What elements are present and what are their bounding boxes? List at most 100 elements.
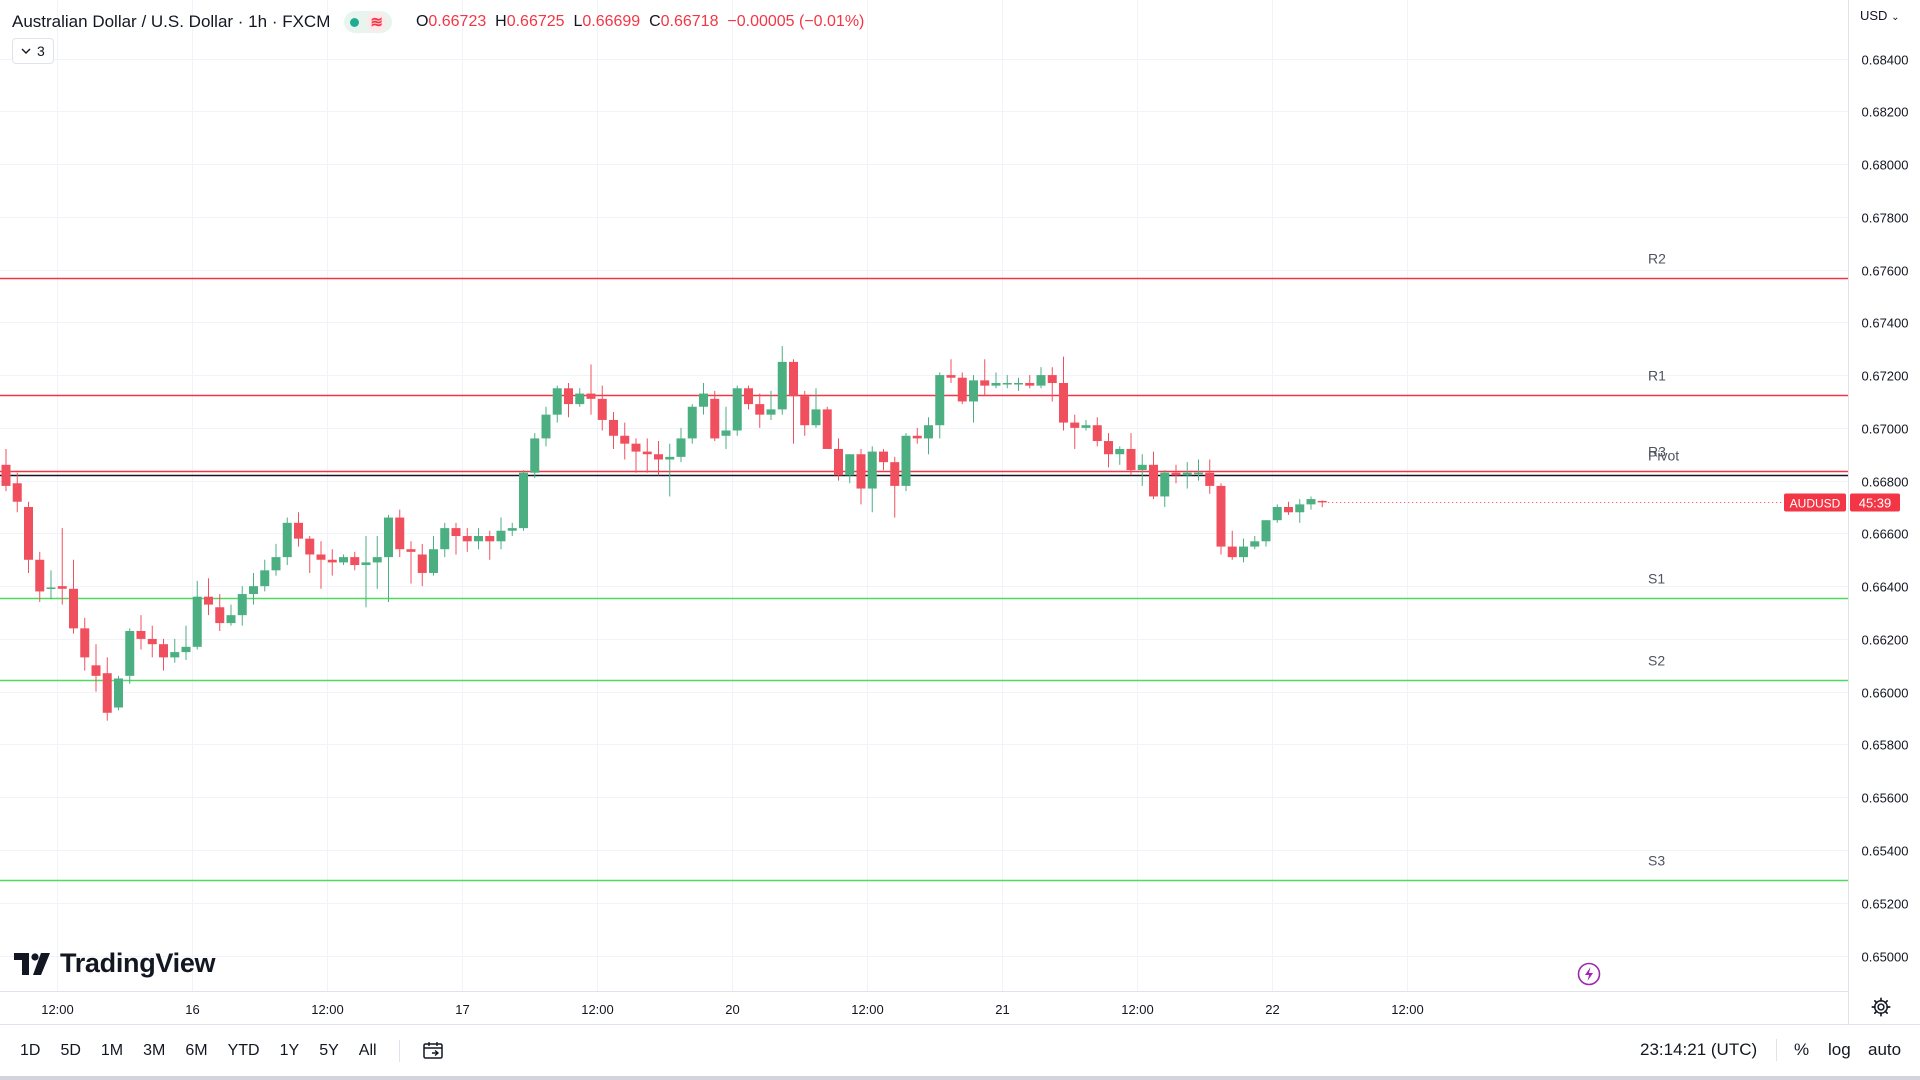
- market-status[interactable]: ≋: [344, 11, 392, 33]
- candle: [1284, 501, 1293, 515]
- price-tick-label: 0.67000: [1862, 422, 1909, 437]
- range-3m[interactable]: 3M: [143, 1042, 166, 1059]
- last-price-marker: AUDUSD 45:39: [1328, 493, 1900, 512]
- candle-body: [1137, 464, 1147, 471]
- candle-body: [1239, 546, 1248, 558]
- candle-body: [1025, 383, 1035, 386]
- candle: [1149, 451, 1158, 500]
- candle-body: [24, 507, 33, 560]
- candle: [834, 438, 843, 481]
- range-6m[interactable]: 6M: [185, 1042, 208, 1059]
- candle-body: [901, 435, 911, 486]
- candle-body: [732, 388, 742, 431]
- candle: [440, 522, 450, 558]
- candle-body: [541, 414, 551, 439]
- watermark-text: TradingView: [60, 948, 216, 978]
- chevron-down-icon: [21, 48, 31, 54]
- range-1m[interactable]: 1M: [100, 1042, 124, 1059]
- candle-body: [327, 559, 337, 563]
- range-1d[interactable]: 1D: [20, 1042, 41, 1059]
- candle-body: [474, 536, 483, 542]
- candle-body: [800, 396, 810, 426]
- flash-icon[interactable]: [1577, 962, 1601, 986]
- candle-body: [991, 383, 1001, 386]
- candle: [1070, 414, 1080, 449]
- candle-body: [575, 393, 585, 405]
- candle: [159, 638, 168, 671]
- candle-body: [890, 462, 900, 486]
- candle: [395, 509, 405, 558]
- candle-body: [665, 456, 675, 460]
- settings-gear-icon[interactable]: [1870, 996, 1892, 1018]
- time-tick-label: 12:00: [851, 1002, 884, 1017]
- indicators-toggle[interactable]: 3: [12, 38, 54, 64]
- candle: [237, 586, 247, 626]
- candle: [676, 427, 686, 463]
- tradingview-watermark[interactable]: TradingView: [14, 948, 216, 979]
- level-label-r3: R3: [1648, 444, 1666, 460]
- candle-body: [1261, 520, 1271, 542]
- symbol-legend: Australian Dollar / U.S. Dollar · 1h · F…: [12, 10, 864, 34]
- candle-body: [654, 454, 663, 460]
- candle: [1115, 446, 1125, 465]
- candle: [980, 359, 990, 397]
- candle: [642, 438, 652, 473]
- candle: [935, 372, 945, 439]
- percent-scale-button[interactable]: %: [1794, 1024, 1809, 1076]
- low-label: L: [573, 13, 583, 30]
- candle-body: [80, 628, 90, 658]
- auto-scale-button[interactable]: auto: [1868, 1024, 1901, 1076]
- candle-body: [1216, 485, 1226, 547]
- candle-body: [710, 398, 720, 439]
- candle: [1306, 496, 1316, 510]
- candle: [1137, 454, 1147, 486]
- candle-body: [1092, 425, 1102, 442]
- candle-body: [822, 409, 832, 449]
- time-axis[interactable]: 12:00 16 12:00 17 12:00 20 12:00 21 12:00 22 12:00: [41, 1002, 1424, 1017]
- candle: [181, 625, 191, 661]
- candle-body: [879, 451, 888, 463]
- range-1y[interactable]: 1Y: [279, 1042, 300, 1059]
- currency-unit-selector[interactable]: USD ⌄: [1860, 8, 1899, 23]
- candle-body: [12, 483, 22, 502]
- candle-body: [395, 517, 405, 550]
- candle: [57, 528, 67, 605]
- range-5y[interactable]: 5Y: [319, 1042, 339, 1059]
- candle: [710, 390, 720, 442]
- candle: [744, 385, 753, 410]
- utc-clock[interactable]: 23:14:21 (UTC): [1640, 1024, 1757, 1076]
- bottom-toolbar: 1D 5D 1M 3M 6M YTD 1Y 5Y All: [0, 1024, 1920, 1077]
- candle-body: [631, 443, 641, 452]
- candle-body: [1284, 507, 1293, 513]
- candle: [1261, 520, 1271, 547]
- candle: [564, 383, 573, 418]
- candle: [1227, 530, 1237, 560]
- candle: [114, 675, 123, 711]
- candle: [721, 406, 731, 449]
- candle-body: [429, 549, 438, 573]
- symbol-title[interactable]: Australian Dollar / U.S. Dollar · 1h · F…: [12, 12, 331, 31]
- candle: [125, 628, 135, 684]
- calendar-goto-icon[interactable]: [422, 1041, 444, 1061]
- chart-grid: [0, 0, 1848, 991]
- candle-body: [1081, 425, 1091, 428]
- candle: [260, 559, 270, 592]
- time-tick-label: 21: [995, 1002, 1009, 1017]
- log-scale-button[interactable]: log: [1828, 1024, 1851, 1076]
- chevron-down-icon: ⌄: [1891, 12, 1900, 23]
- candle-body: [237, 594, 247, 616]
- candle: [451, 522, 461, 555]
- high-value: 0.66725: [506, 13, 565, 30]
- range-5d[interactable]: 5D: [60, 1042, 81, 1059]
- range-all[interactable]: All: [358, 1042, 377, 1059]
- candle-body: [699, 393, 708, 407]
- price-axis[interactable]: 0.68400 0.68200 0.68000 0.67800 0.67600 0.674…: [1862, 53, 1909, 965]
- candle-body: [1002, 383, 1012, 385]
- candle-body: [1182, 472, 1192, 476]
- candle-body: [69, 588, 78, 629]
- candle-body: [35, 559, 45, 592]
- range-ytd[interactable]: YTD: [227, 1042, 260, 1059]
- time-tick-label: 12:00: [581, 1002, 614, 1017]
- candle: [496, 517, 506, 550]
